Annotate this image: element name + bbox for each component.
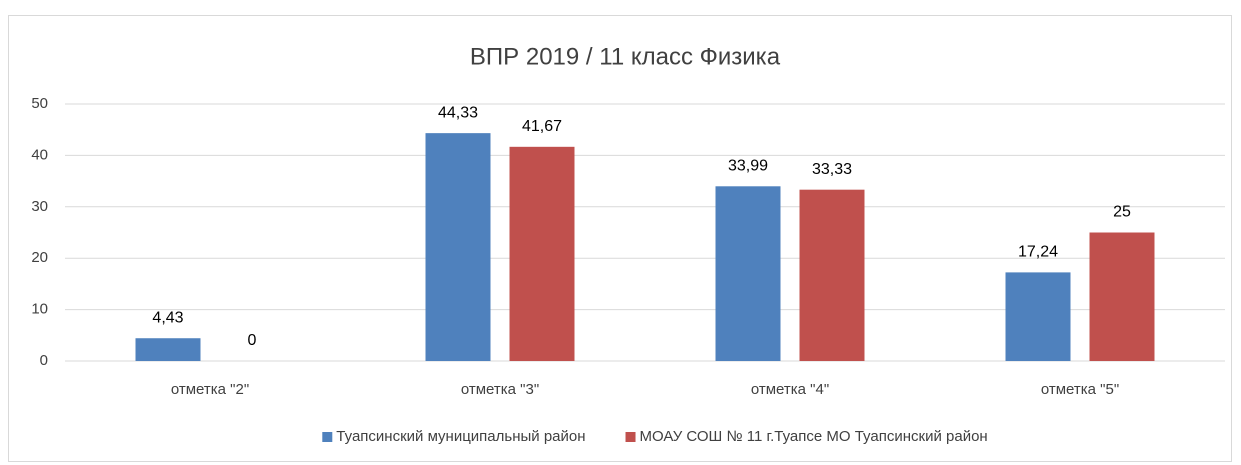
x-tick-label: отметка "2" xyxy=(171,381,249,398)
y-tick-label: 20 xyxy=(31,249,48,266)
bar xyxy=(1005,272,1071,361)
y-tick-label: 10 xyxy=(31,301,48,318)
legend-swatch xyxy=(625,432,636,442)
y-tick-label: 50 xyxy=(31,95,48,112)
value-label: 17,24 xyxy=(1018,244,1058,261)
bar xyxy=(715,186,781,361)
legend-swatch xyxy=(322,432,333,442)
bar xyxy=(799,189,865,361)
value-label: 41,67 xyxy=(522,118,562,135)
value-label: 25 xyxy=(1113,204,1131,221)
x-tick-label: отметка "4" xyxy=(751,381,829,398)
value-label: 44,33 xyxy=(438,104,478,121)
legend-label: МОАУ СОШ № 11 г.Туапсе МО Туапсинский ра… xyxy=(640,428,988,445)
legend-label: Туапсинский муниципальный район xyxy=(336,428,585,445)
bar xyxy=(135,338,201,361)
value-label: 33,99 xyxy=(728,158,768,175)
value-label: 4,43 xyxy=(152,309,183,326)
y-tick-label: 40 xyxy=(31,146,48,163)
chart-title: ВПР 2019 / 11 класс Физика xyxy=(470,43,781,70)
y-tick-label: 30 xyxy=(31,198,48,215)
bar xyxy=(425,133,491,361)
bar xyxy=(509,146,575,361)
x-tick-label: отметка "5" xyxy=(1041,381,1119,398)
value-label: 33,33 xyxy=(812,161,852,178)
chart-frame xyxy=(8,15,1232,462)
y-tick-label: 0 xyxy=(40,352,48,369)
value-label: 0 xyxy=(248,332,257,349)
bar xyxy=(1089,232,1155,361)
x-tick-label: отметка "3" xyxy=(461,381,539,398)
